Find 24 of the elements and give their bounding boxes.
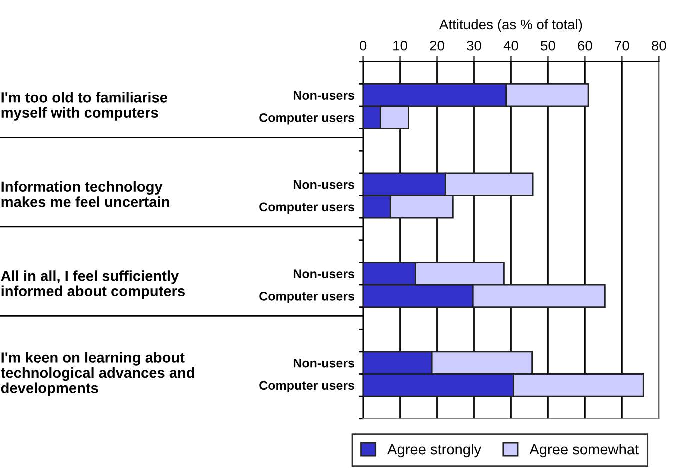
x-tick-label: 50 (541, 40, 556, 51)
x-tick-label: 0 (360, 40, 367, 51)
y-tick-label: Computer users (260, 381, 354, 393)
text: Information technology makes me feel uncertain (2, 181, 170, 208)
y-tick-label: Non-users (294, 270, 354, 278)
x-tick-label: 60 (578, 40, 592, 51)
x-tick-label: 30 (467, 40, 482, 51)
x-tick-label: 70 (615, 40, 630, 51)
x-tick-label: 40 (504, 40, 518, 51)
y-tick-label: Non-users (294, 359, 354, 368)
y-tick-label: Non-users (294, 180, 354, 190)
text: All in all, I feel sufficiently informed about computers (1, 270, 185, 300)
y-tick-label: Non-users (294, 91, 354, 100)
x-tick-label: 80 (652, 40, 666, 51)
x-tick-label: 10 (394, 40, 408, 51)
text: I'm keen on learning about technological advances and developments (1, 352, 194, 396)
y-tick-label: Computer users (260, 292, 354, 304)
y-tick-label: Computer users (260, 113, 354, 125)
text: I'm too old to familiarise myself with computers (2, 92, 168, 121)
x-tick-label: 20 (430, 40, 444, 51)
legend-label: Agree strongly (388, 444, 482, 458)
y-tick-label: Computer users (260, 202, 354, 214)
x-axis-title: Attitudes (as % of total) (439, 19, 582, 32)
legend-label: Agree somewhat (530, 444, 639, 458)
